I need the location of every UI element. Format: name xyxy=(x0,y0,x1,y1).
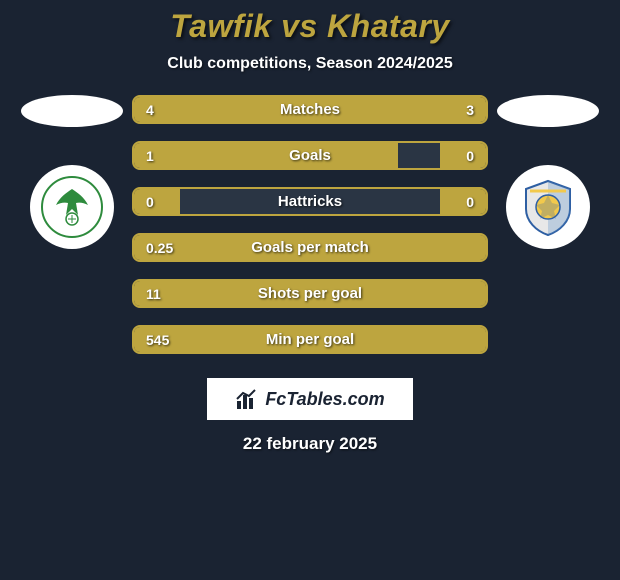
right-column xyxy=(488,95,608,249)
eagle-crest-icon xyxy=(40,175,104,239)
comparison-card: Tawfik vs Khatary Club competitions, Sea… xyxy=(0,0,620,580)
watermark-text: FcTables.com xyxy=(265,389,384,410)
stat-row: 4 3 Matches xyxy=(132,95,488,124)
shield-ball-icon xyxy=(516,175,580,239)
stat-label: Matches xyxy=(280,101,340,118)
stat-value-left: 0 xyxy=(146,194,154,210)
stat-fill-right xyxy=(335,97,486,122)
stat-value-right: 0 xyxy=(466,148,474,164)
stat-row: 0.25 Goals per match xyxy=(132,233,488,262)
right-team-badge xyxy=(506,165,590,249)
stat-label: Min per goal xyxy=(266,331,354,348)
page-title: Tawfik vs Khatary xyxy=(170,8,449,45)
left-player-ellipse xyxy=(21,95,123,127)
stat-value-right: 0 xyxy=(466,194,474,210)
stat-label: Hattricks xyxy=(278,193,342,210)
stat-label: Goals per match xyxy=(251,239,369,256)
stat-fill-right xyxy=(440,143,486,168)
stat-value-left: 0.25 xyxy=(146,240,173,256)
bars-icon xyxy=(235,387,259,411)
stats-bars: 4 3 Matches 1 0 Goals 0 0 Hattricks 0.25 Goals per… xyxy=(132,95,488,354)
left-team-badge xyxy=(30,165,114,249)
stat-row: 0 0 Hattricks xyxy=(132,187,488,216)
stat-row: 545 Min per goal xyxy=(132,325,488,354)
stat-value-left: 11 xyxy=(146,286,161,302)
stat-fill-left xyxy=(134,189,180,214)
subtitle: Club competitions, Season 2024/2025 xyxy=(167,55,452,73)
stat-label: Goals xyxy=(289,147,331,164)
stat-row: 11 Shots per goal xyxy=(132,279,488,308)
stat-row: 1 0 Goals xyxy=(132,141,488,170)
stat-value-left: 1 xyxy=(146,148,154,164)
right-player-ellipse xyxy=(497,95,599,127)
stat-value-right: 3 xyxy=(466,102,474,118)
stat-fill-left xyxy=(134,143,398,168)
stat-value-left: 4 xyxy=(146,102,154,118)
watermark: FcTables.com xyxy=(205,376,415,422)
stat-value-left: 545 xyxy=(146,332,169,348)
stat-label: Shots per goal xyxy=(258,285,362,302)
main-area: 4 3 Matches 1 0 Goals 0 0 Hattricks 0.25 Goals per… xyxy=(0,95,620,354)
date-label: 22 february 2025 xyxy=(243,434,377,454)
stat-fill-right xyxy=(440,189,486,214)
left-column xyxy=(12,95,132,249)
